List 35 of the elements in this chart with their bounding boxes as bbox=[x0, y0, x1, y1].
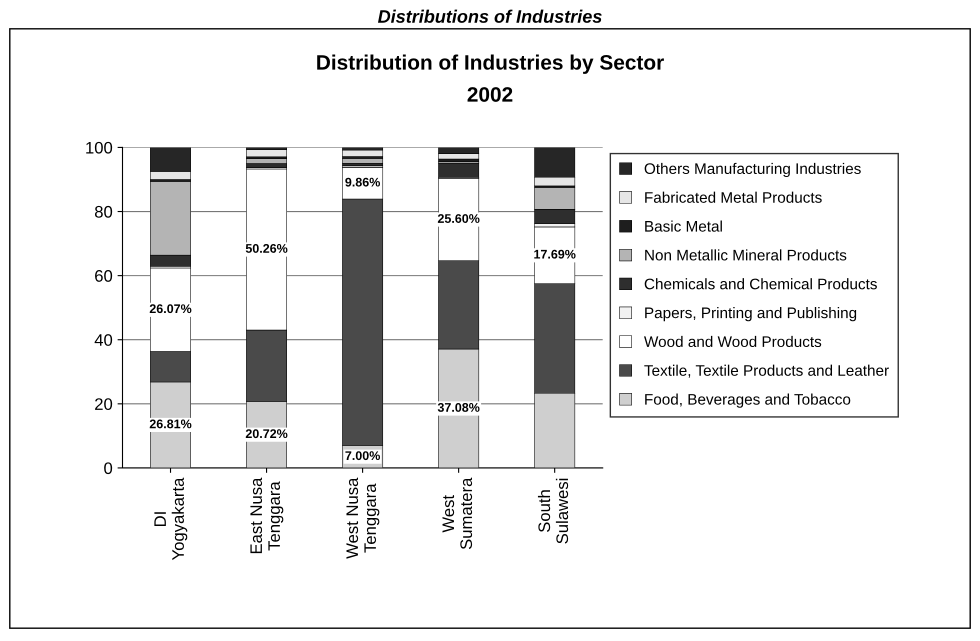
data-label: 37.08% bbox=[438, 403, 480, 412]
data-label: 17.69% bbox=[534, 250, 576, 259]
x-tick-label: East Nusa Tenggara bbox=[250, 478, 284, 554]
legend-label: Chemicals and Chemical Products bbox=[644, 278, 877, 290]
text: Distributions of Industries bbox=[378, 10, 602, 23]
data-label: 7.00% bbox=[345, 451, 380, 460]
y-tick-label: 0 bbox=[104, 462, 112, 474]
legend-label: Papers, Printing and Publishing bbox=[645, 307, 856, 322]
chart-subtitle: 2002 bbox=[468, 87, 512, 102]
bar bbox=[246, 149, 288, 158]
chart-title: Distribution of Industries by Sector bbox=[317, 54, 664, 74]
y-tick-label: 100 bbox=[86, 142, 112, 154]
bar bbox=[342, 150, 384, 157]
bar bbox=[246, 158, 288, 164]
x-tick-label: West Sumatera bbox=[442, 478, 472, 550]
data-label: 26.81% bbox=[150, 419, 192, 428]
y-tick-label: 80 bbox=[94, 206, 112, 218]
legend-label: Food, Beverages and Tobacco bbox=[645, 394, 850, 408]
x-tick-label: South Sulawesi bbox=[538, 478, 568, 544]
data-label: 25.60% bbox=[438, 214, 480, 223]
y-tick-label: 60 bbox=[95, 270, 112, 282]
legend-label: Others Manufacturing Industries bbox=[644, 162, 861, 178]
x-tick-label: DI Yogyakarta bbox=[154, 478, 188, 560]
x-tick-label: West Nusa Tenggara bbox=[346, 478, 380, 559]
data-label: 9.86% bbox=[345, 178, 380, 187]
y-tick-label: 40 bbox=[94, 334, 112, 346]
legend-label: Non Metallic Mineral Products bbox=[645, 249, 846, 261]
y-tick-label: 20 bbox=[95, 398, 112, 410]
data-label: 20.72% bbox=[246, 429, 288, 438]
legend-label: Textile, Textile Products and Leather bbox=[644, 364, 889, 378]
legend-label: Fabricated Metal Products bbox=[645, 192, 822, 203]
data-label: 50.26% bbox=[246, 244, 288, 253]
legend-label: Basic Metal bbox=[645, 220, 722, 232]
data-label: 26.07% bbox=[150, 304, 192, 314]
legend-label: Wood and Wood Products bbox=[644, 336, 822, 348]
